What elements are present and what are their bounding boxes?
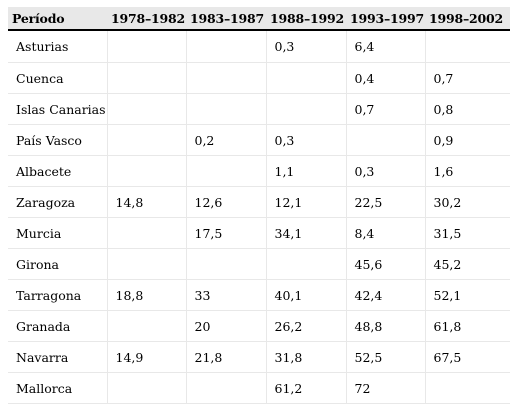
table-cell: 61,2 [265, 372, 346, 404]
table-cell: 20 [185, 310, 266, 342]
table-row: Zaragoza 14,8 12,6 12,1 22,5 30,2 [8, 186, 510, 218]
table-cell: 21,8 [185, 341, 266, 373]
table-cell: 17,5 [185, 217, 266, 249]
table-cell: 0,7 [424, 62, 510, 94]
table-cell: 1,6 [424, 155, 510, 187]
table-cell [185, 93, 266, 125]
row-label: Cuenca [8, 62, 107, 94]
table-row: Albacete 1,1 0,3 1,6 [8, 155, 510, 187]
table-header: Período 1978–1982 1983–1987 1988–1992 19… [8, 7, 510, 31]
table-cell: 52,5 [345, 341, 425, 373]
table-cell [106, 372, 186, 404]
table-cell: 0,2 [185, 124, 266, 156]
header-1978-1982: 1978–1982 [107, 7, 186, 31]
table-cell: 33 [185, 279, 266, 311]
row-label: Tarragona [8, 279, 107, 311]
table-cell: 45,6 [345, 248, 425, 280]
table-cell: 30,2 [424, 186, 510, 218]
table-cell: 8,4 [345, 217, 425, 249]
table-cell: 0,3 [265, 30, 346, 63]
table-cell: 14,8 [106, 186, 186, 218]
table-cell: 26,2 [265, 310, 346, 342]
table-cell: 6,4 [345, 30, 425, 63]
row-label: Granada [8, 310, 107, 342]
table-row: Granada 20 26,2 48,8 61,8 [8, 310, 510, 342]
table-cell [185, 62, 266, 94]
header-1998-2002: 1998–2002 [425, 7, 510, 31]
table-cell: 0,4 [345, 62, 425, 94]
table-cell [424, 372, 510, 404]
table-cell: 1,1 [265, 155, 346, 187]
table-cell [265, 62, 346, 94]
header-1993-1997: 1993–1997 [346, 7, 425, 31]
row-label: Islas Canarias [8, 93, 107, 125]
table-body: Asturias 0,3 6,4 Cuenca 0,4 0,7 Islas Canarias… [8, 30, 510, 404]
table-row: Mallorca 61,2 72 [8, 372, 510, 404]
header-row: Período 1978–1982 1983–1987 1988–1992 19… [8, 7, 510, 31]
table-cell: 52,1 [424, 279, 510, 311]
table-cell [185, 30, 266, 63]
table-cell [265, 93, 346, 125]
table-cell: 0,3 [345, 155, 425, 187]
table-cell: 45,2 [424, 248, 510, 280]
table-cell: 48,8 [345, 310, 425, 342]
table-cell [106, 310, 186, 342]
table-row: Asturias 0,3 6,4 [8, 30, 510, 63]
row-label: Asturias [8, 30, 107, 63]
table-cell [106, 93, 186, 125]
table-row: Islas Canarias 0,7 0,8 [8, 93, 510, 125]
table-cell: 0,7 [345, 93, 425, 125]
row-label: Murcia [8, 217, 107, 249]
table-cell [185, 155, 266, 187]
table-cell: 42,4 [345, 279, 425, 311]
table-row: Girona 45,6 45,2 [8, 248, 510, 280]
row-label: Girona [8, 248, 107, 280]
table-cell: 67,5 [424, 341, 510, 373]
header-periodo: Período [8, 7, 107, 31]
table-cell [106, 217, 186, 249]
table-cell: 12,1 [265, 186, 346, 218]
table-cell: 61,8 [424, 310, 510, 342]
row-label: Navarra [8, 341, 107, 373]
table-cell: 0,3 [265, 124, 346, 156]
table-cell: 0,8 [424, 93, 510, 125]
table-cell [106, 155, 186, 187]
row-label: Mallorca [8, 372, 107, 404]
table-row: Tarragona 18,8 33 40,1 42,4 52,1 [8, 279, 510, 311]
table-cell [185, 372, 266, 404]
table-row: Murcia 17,5 34,1 8,4 31,5 [8, 217, 510, 249]
table-cell: 0,9 [424, 124, 510, 156]
table-cell [185, 248, 266, 280]
header-1983-1987: 1983–1987 [186, 7, 266, 31]
table-cell: 18,8 [106, 279, 186, 311]
table-cell [106, 248, 186, 280]
table-cell [106, 62, 186, 94]
table-cell: 12,6 [185, 186, 266, 218]
header-1988-1992: 1988–1992 [266, 7, 346, 31]
data-table: Período 1978–1982 1983–1987 1988–1992 19… [8, 7, 510, 404]
table-cell: 14,9 [106, 341, 186, 373]
table-cell: 34,1 [265, 217, 346, 249]
table-row: Cuenca 0,4 0,7 [8, 62, 510, 94]
table-cell [265, 248, 346, 280]
table-cell [424, 30, 510, 63]
row-label: Albacete [8, 155, 107, 187]
table-cell: 40,1 [265, 279, 346, 311]
table-row: Navarra 14,9 21,8 31,8 52,5 67,5 [8, 341, 510, 373]
row-label: Zaragoza [8, 186, 107, 218]
table-cell: 22,5 [345, 186, 425, 218]
table-cell: 31,8 [265, 341, 346, 373]
table-row: País Vasco 0,2 0,3 0,9 [8, 124, 510, 156]
row-label: País Vasco [8, 124, 107, 156]
table-cell: 31,5 [424, 217, 510, 249]
table-cell [106, 124, 186, 156]
table-cell: 72 [345, 372, 425, 404]
table-cell [345, 124, 425, 156]
table-cell [106, 30, 186, 63]
